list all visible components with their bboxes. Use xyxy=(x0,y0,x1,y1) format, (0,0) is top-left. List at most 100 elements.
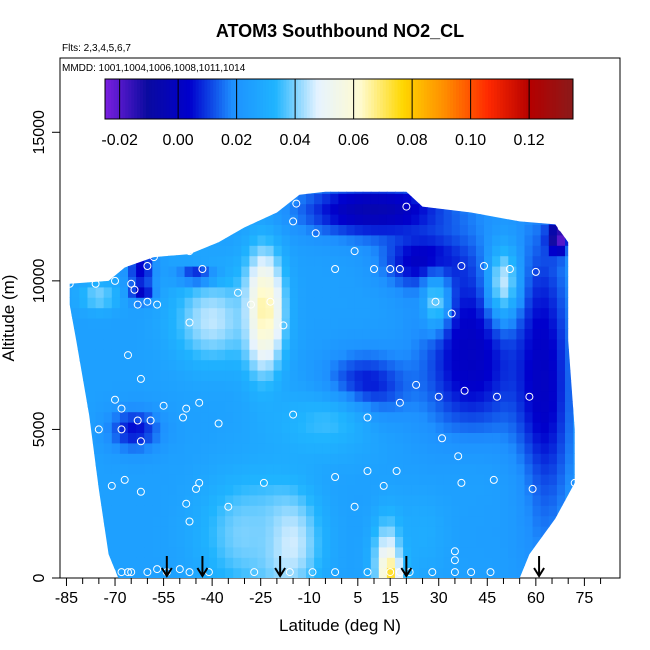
heatmap-cell xyxy=(168,390,178,402)
colorbar-segment xyxy=(140,79,144,119)
heatmap-cell xyxy=(443,328,453,340)
heatmap-cell xyxy=(427,432,437,444)
heatmap-cell xyxy=(556,234,566,246)
heatmap-cell xyxy=(403,318,412,329)
heatmap-cell xyxy=(289,245,299,257)
heatmap-cell xyxy=(119,390,129,402)
heatmap-cell xyxy=(362,203,372,215)
colorbar-segment xyxy=(564,79,568,119)
heatmap-cell xyxy=(136,557,145,569)
heatmap-cell xyxy=(168,546,178,558)
heatmap-cell xyxy=(144,442,153,454)
heatmap-cell xyxy=(395,484,404,496)
heatmap-cell xyxy=(467,442,477,454)
heatmap-cell xyxy=(435,422,445,433)
heatmap-cell xyxy=(289,494,299,506)
heatmap-cell xyxy=(386,193,396,205)
heatmap-cell xyxy=(192,494,202,506)
observation-point xyxy=(266,297,275,306)
heatmap-cell xyxy=(184,318,194,329)
heatmap-cell xyxy=(314,515,323,527)
heatmap-cell xyxy=(249,422,259,433)
heatmap-cell xyxy=(111,286,121,298)
heatmap-cell xyxy=(467,286,477,298)
heatmap-cell xyxy=(467,338,477,350)
heatmap-cell xyxy=(168,442,178,454)
heatmap-cell xyxy=(322,557,331,569)
heatmap-cell xyxy=(168,276,178,288)
heatmap-cell xyxy=(128,463,137,475)
heatmap-cell xyxy=(500,349,509,361)
heatmap-cell xyxy=(160,401,169,413)
heatmap-cell xyxy=(500,442,509,454)
heatmap-cell xyxy=(273,214,283,225)
heatmap-cell xyxy=(119,307,129,319)
heatmap-cell xyxy=(257,505,267,517)
x-tick-label: 30 xyxy=(430,590,448,607)
heatmap-cell xyxy=(160,515,169,527)
heatmap-cell xyxy=(168,567,178,578)
heatmap-cell xyxy=(330,307,339,319)
heatmap-cell xyxy=(395,214,404,225)
colorbar-segment xyxy=(517,79,521,119)
heatmap-cell xyxy=(95,390,105,402)
heatmap-cell xyxy=(516,505,526,517)
x-tick-label: -10 xyxy=(298,590,321,607)
heatmap-cell xyxy=(168,359,178,371)
heatmap-cell xyxy=(265,245,275,257)
heatmap-cell xyxy=(273,255,283,267)
colorbar-segment xyxy=(561,79,565,119)
heatmap-cell xyxy=(289,546,299,558)
heatmap-cell xyxy=(111,370,121,381)
heatmap-cell xyxy=(467,349,477,361)
heatmap-cell xyxy=(467,484,477,496)
heatmap-cell xyxy=(314,370,323,381)
heatmap-cell xyxy=(176,338,186,350)
heatmap-cell xyxy=(119,432,129,444)
heatmap-cell xyxy=(330,463,339,475)
heatmap-cell xyxy=(119,370,129,381)
colorbar-segment xyxy=(119,79,124,119)
heatmap-cell xyxy=(419,318,428,329)
heatmap-cell xyxy=(233,380,242,392)
colorbar-segment xyxy=(356,79,360,119)
heatmap-cell xyxy=(403,463,412,475)
heatmap-cell xyxy=(71,307,80,319)
heatmap-cell xyxy=(184,567,194,578)
heatmap-cell xyxy=(354,494,364,506)
heatmap-cell xyxy=(435,234,445,246)
heatmap-cell xyxy=(192,338,202,350)
heatmap-cell xyxy=(378,286,388,298)
heatmap-cell xyxy=(95,463,105,475)
heatmap-cell xyxy=(362,505,372,517)
heatmap-cell xyxy=(362,276,372,288)
heatmap-cell xyxy=(565,442,574,454)
heatmap-cell xyxy=(128,474,137,485)
heatmap-cell xyxy=(265,349,275,361)
heatmap-cell xyxy=(532,380,542,392)
heatmap-cell xyxy=(208,297,218,309)
heatmap-cell xyxy=(338,463,348,475)
heatmap-cell xyxy=(435,401,445,413)
heatmap-cell xyxy=(427,380,437,392)
heatmap-cell xyxy=(484,255,493,267)
observation-point xyxy=(392,467,401,475)
heatmap-cell xyxy=(338,297,348,309)
heatmap-cell xyxy=(508,494,517,506)
heatmap-cell xyxy=(532,307,542,319)
heatmap-cell xyxy=(443,474,453,485)
heatmap-cell xyxy=(419,255,428,267)
heatmap-cell xyxy=(314,214,323,225)
heatmap-cell xyxy=(492,422,501,433)
heatmap-cell xyxy=(322,515,331,527)
colorbar-segment xyxy=(368,79,372,119)
heatmap-cell xyxy=(152,494,161,506)
heatmap-cell xyxy=(427,328,437,340)
heatmap-cell xyxy=(184,297,194,309)
heatmap-cell xyxy=(411,442,420,454)
heatmap-cell xyxy=(362,234,372,246)
heatmap-cell xyxy=(322,338,331,350)
heatmap-cell xyxy=(289,422,299,433)
heatmap-cell xyxy=(500,328,509,340)
heatmap-cell xyxy=(192,515,202,527)
